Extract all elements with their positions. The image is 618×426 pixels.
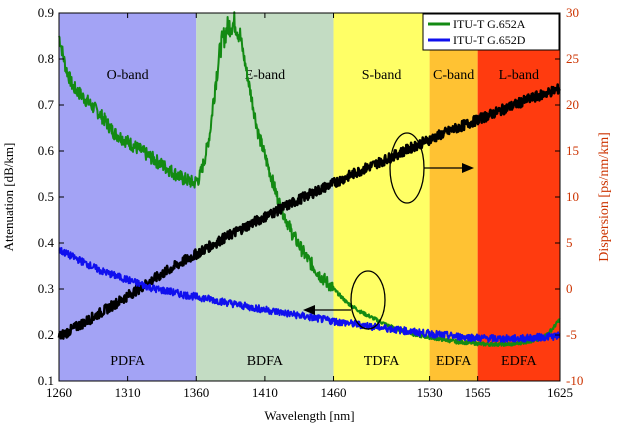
band-name-label: E-band — [245, 68, 285, 83]
amplifier-label: EDFA — [436, 354, 472, 369]
x-tick-label: 1410 — [252, 385, 278, 400]
band-name-label: O-band — [107, 68, 149, 83]
y-axis-title: Attenuation [dB/km] — [1, 143, 16, 252]
x-tick-label: 1260 — [46, 385, 72, 400]
y-tick-label: 0.9 — [38, 5, 54, 20]
legend-entry: ITU-T G.652D — [453, 33, 526, 47]
y2-tick-label: 25 — [566, 51, 579, 66]
band-name-label: S-band — [362, 68, 402, 83]
attenuation-arrow-head — [303, 305, 315, 315]
y2-axis-title: Dispersion [ps/nm/km] — [597, 132, 612, 262]
legend-entry: ITU-T G.652A — [453, 17, 526, 31]
band-2 — [333, 13, 430, 381]
amplifier-label: PDFA — [110, 354, 146, 369]
y-tick-label: 0.8 — [38, 51, 54, 66]
band-name-label: L-band — [499, 68, 539, 83]
y2-tick-label: -5 — [566, 327, 577, 342]
band-name-label: C-band — [433, 68, 474, 83]
y-tick-label: 0.2 — [38, 327, 54, 342]
legend: ITU-T G.652A ITU-T G.652D — [422, 13, 560, 51]
dispersion-arrow-head — [462, 163, 474, 173]
x-tick-label: 1565 — [465, 385, 491, 400]
x-tick-label: 1625 — [547, 385, 573, 400]
annotations — [303, 132, 474, 330]
y-tick-label: 0.1 — [38, 373, 54, 388]
band-backgrounds: O-band PDFA E-band BDFA S-band TDFA C-band EDFA… — [59, 13, 560, 381]
amplifier-label: BDFA — [247, 354, 284, 369]
amplifier-label: TDFA — [364, 354, 400, 369]
y2-tick-label: 15 — [566, 143, 579, 158]
amplifier-label: EDFA — [501, 354, 537, 369]
x-tick-label: 1310 — [115, 385, 141, 400]
band-4 — [477, 13, 560, 381]
y2-tick-label: 10 — [566, 189, 579, 204]
y-tick-label: 0.3 — [38, 281, 54, 296]
attenuation-ellipse — [350, 270, 386, 330]
y-tick-label: 0.5 — [38, 189, 54, 204]
x-axis-title: Wavelength [nm] — [264, 408, 354, 423]
x-tick-label: 1360 — [183, 385, 209, 400]
y2-tick-label: 20 — [566, 97, 579, 112]
ticks: 1260 1310 1360 1410 1460 1530 1565 16250.10.20.… — [38, 5, 584, 400]
series-line-0 — [58, 11, 561, 347]
y-tick-label: 0.7 — [38, 97, 55, 112]
x-tick-label: 1530 — [417, 385, 443, 400]
y2-tick-label: -10 — [566, 373, 583, 388]
y2-tick-label: 0 — [566, 281, 573, 296]
series-line-2 — [57, 83, 561, 340]
series-line-1 — [58, 247, 561, 343]
y2-tick-label: 5 — [566, 235, 573, 250]
band-3 — [429, 13, 478, 381]
y2-tick-label: 30 — [566, 5, 579, 20]
y-tick-label: 0.4 — [38, 235, 55, 250]
series-layer — [57, 11, 561, 347]
y-tick-label: 0.6 — [38, 143, 55, 158]
x-tick-label: 1460 — [321, 385, 347, 400]
legend-box — [422, 13, 560, 51]
